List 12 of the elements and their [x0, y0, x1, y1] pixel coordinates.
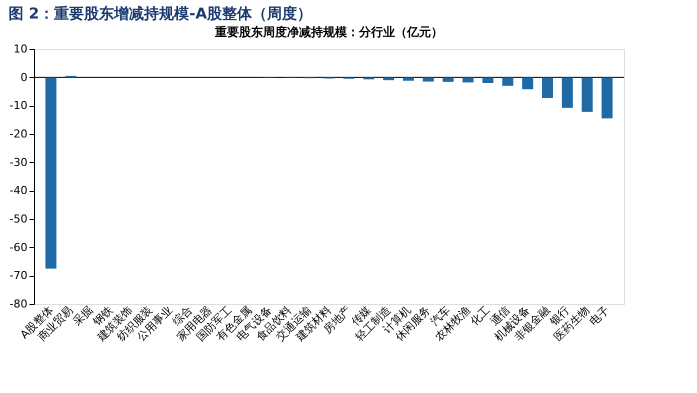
y-tick-label: -70 [10, 269, 28, 282]
y-tick-label: 0 [20, 70, 28, 84]
y-tick-label: 10 [14, 42, 28, 56]
y-tick-label: -10 [10, 99, 28, 112]
y-tick-label: -40 [10, 184, 28, 198]
y-tick-label: -60 [10, 240, 28, 254]
chart-title: 图 2：重要股东增减持规模-A股整体（周度） [8, 4, 312, 22]
y-tick-label: -30 [10, 156, 28, 169]
y-tick-label: -80 [10, 298, 28, 310]
chart-subtitle: 重要股东周度净减持规模：分行业（亿元） [214, 25, 443, 39]
y-tick-label: -20 [10, 128, 28, 140]
y-tick-label: -50 [10, 212, 28, 226]
